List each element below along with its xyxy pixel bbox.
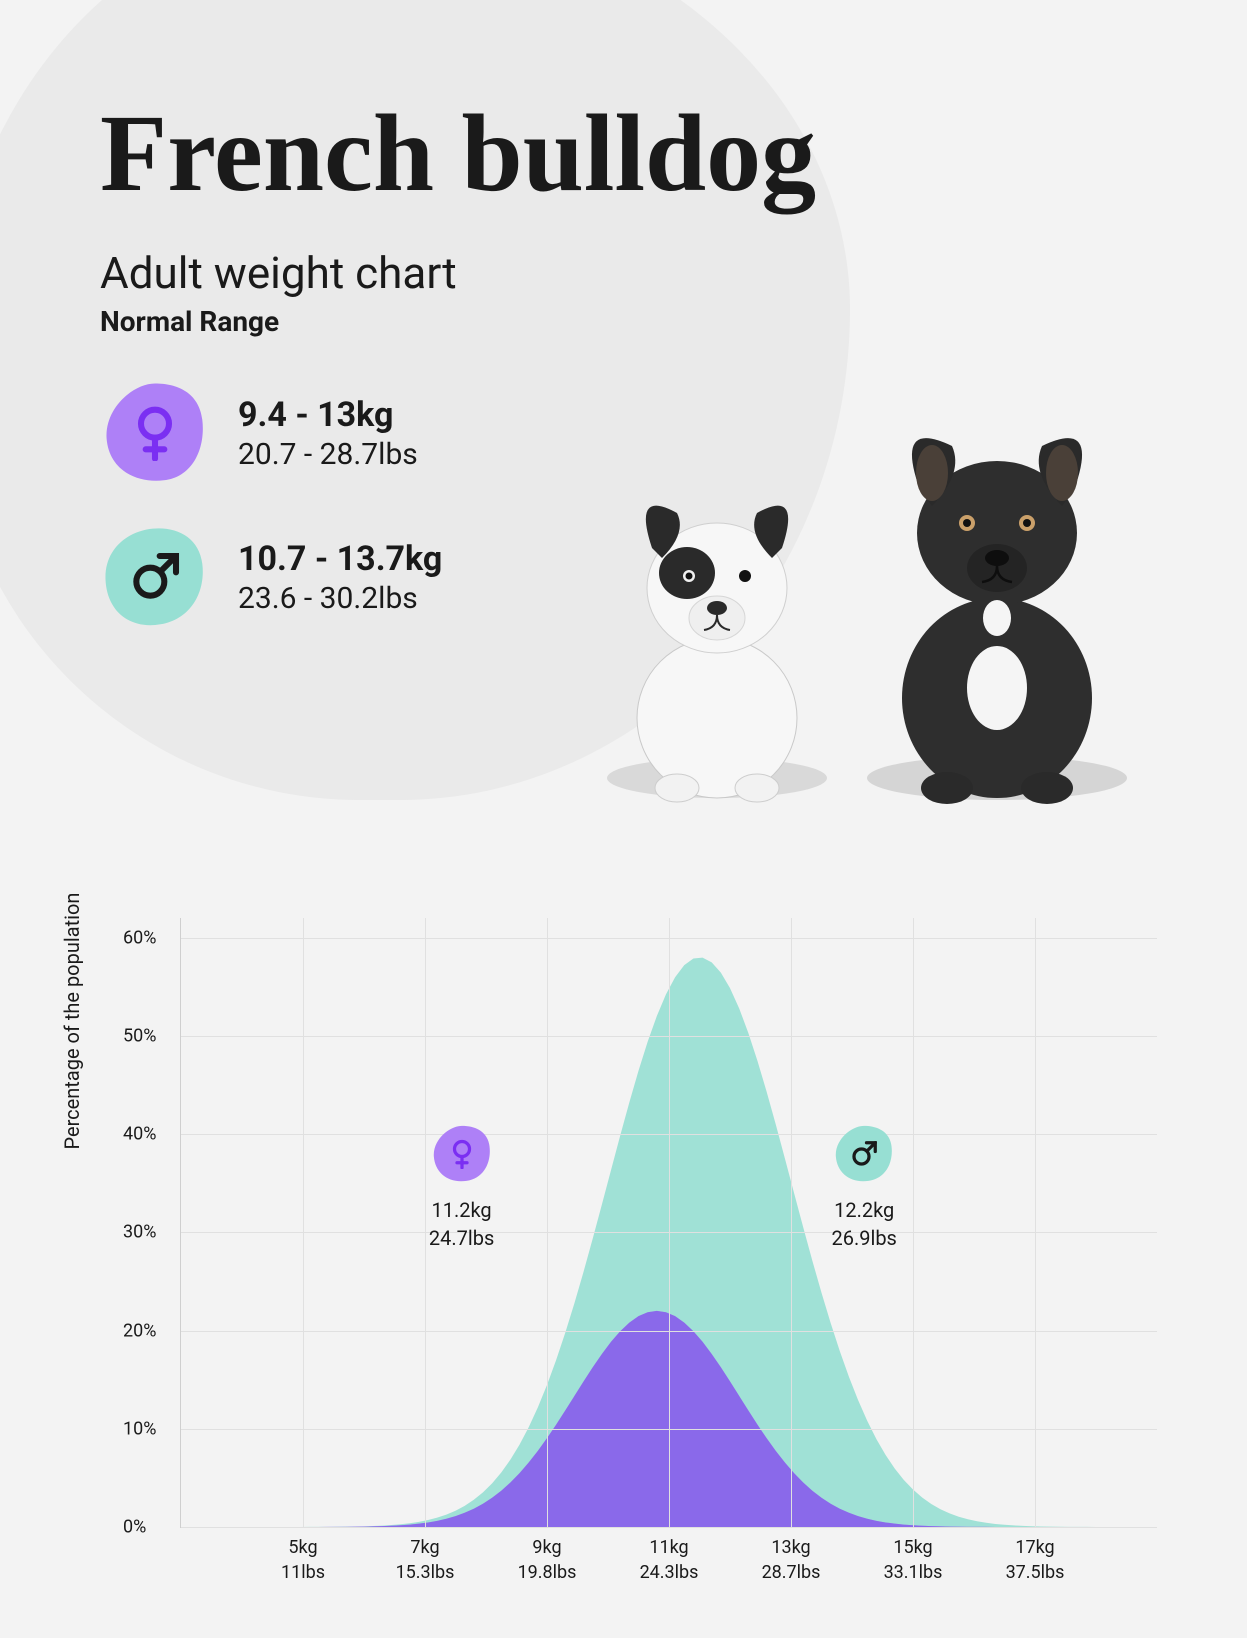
male-lbs: 23.6 - 30.2lbs xyxy=(238,581,442,616)
x-tick-label: 5kg 11lbs xyxy=(281,1535,325,1585)
y-tick-label: 30% xyxy=(123,1222,156,1243)
y-tick-label: 40% xyxy=(123,1124,156,1145)
x-tick-label: 9kg 19.8lbs xyxy=(518,1535,577,1585)
female-callout-text: 11.2kg 24.7lbs xyxy=(412,1196,512,1252)
weight-distribution-chart: Percentage of the population 0%10%20%30%… xyxy=(90,918,1157,1638)
x-tick-label: 15kg 33.1lbs xyxy=(884,1535,943,1585)
y-tick-label: 0% xyxy=(123,1517,146,1538)
dog-illustration xyxy=(587,378,1147,818)
male-kg: 10.7 - 13.7kg xyxy=(238,539,442,579)
y-tick-label: 10% xyxy=(123,1418,156,1439)
y-tick-label: 50% xyxy=(123,1025,156,1046)
male-callout-icon xyxy=(832,1122,896,1186)
x-tick-label: 11kg 24.3lbs xyxy=(640,1535,699,1585)
male-callout-text: 12.2kg 26.9lbs xyxy=(814,1196,914,1252)
y-tick-label: 60% xyxy=(123,927,156,948)
male-weight-block: 10.7 - 13.7kg 23.6 - 30.2lbs xyxy=(100,522,557,632)
x-tick-label: 13kg 28.7lbs xyxy=(762,1535,821,1585)
range-label: Normal Range xyxy=(100,305,1147,338)
x-tick-label: 7kg 15.3lbs xyxy=(396,1535,455,1585)
female-icon xyxy=(100,378,210,488)
male-icon xyxy=(100,522,210,632)
page-title: French bulldog xyxy=(100,90,1147,217)
y-axis-label: Percentage of the population xyxy=(60,893,84,1150)
subtitle: Adult weight chart xyxy=(100,247,1147,299)
female-lbs: 20.7 - 28.7lbs xyxy=(238,437,418,472)
female-weight-block: 9.4 - 13kg 20.7 - 28.7lbs xyxy=(100,378,557,488)
y-tick-label: 20% xyxy=(123,1320,156,1341)
female-callout-icon xyxy=(430,1122,494,1186)
x-tick-label: 17kg 37.5lbs xyxy=(1006,1535,1065,1585)
female-kg: 9.4 - 13kg xyxy=(238,395,418,435)
